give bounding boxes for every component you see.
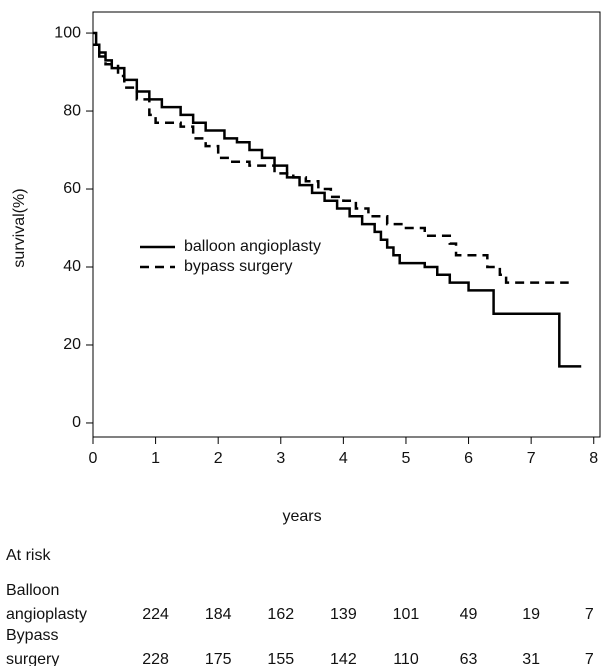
- at-risk-count: 175: [205, 651, 232, 666]
- x-tick-label: 7: [527, 450, 536, 467]
- at-risk-row-label: surgery: [6, 651, 59, 666]
- x-tick-label: 1: [151, 450, 160, 467]
- x-axis-label: years: [282, 508, 321, 525]
- plot-frame: [92, 11, 601, 438]
- y-tick-label: 0: [72, 414, 81, 431]
- legend-label: bypass surgery: [184, 258, 293, 275]
- x-tick-label: 4: [339, 450, 348, 467]
- at-risk-count: 63: [460, 651, 478, 666]
- at-risk-count: 19: [522, 606, 540, 623]
- x-tick-label: 0: [89, 450, 98, 467]
- legend-label: balloon angioplasty: [184, 238, 321, 255]
- y-tick-label: 100: [54, 24, 81, 41]
- y-tick-label: 20: [63, 336, 81, 353]
- y-tick-label: 60: [63, 180, 81, 197]
- at-risk-count: 101: [393, 606, 420, 623]
- at-risk-count: 110: [393, 651, 419, 666]
- at-risk-row-label: angioplasty: [6, 606, 87, 623]
- at-risk-count: 7: [585, 651, 594, 666]
- survival-curve: [93, 43, 569, 284]
- x-tick-label: 8: [589, 450, 598, 467]
- at-risk-count: 49: [460, 606, 478, 623]
- x-tick-label: 2: [214, 450, 223, 467]
- at-risk-count: 228: [142, 651, 169, 666]
- at-risk-count: 31: [522, 651, 540, 666]
- x-tick-label: 5: [402, 450, 411, 467]
- at-risk-count: 162: [267, 606, 294, 623]
- at-risk-count: 155: [267, 651, 294, 666]
- survival-curve: [93, 31, 582, 368]
- y-tick-label: 80: [63, 102, 81, 119]
- at-risk-title: At risk: [6, 547, 51, 564]
- at-risk-count: 139: [330, 606, 357, 623]
- at-risk-count: 224: [142, 606, 169, 623]
- x-tick-label: 3: [276, 450, 285, 467]
- at-risk-row-label: Bypass: [6, 627, 58, 644]
- y-axis-label: survival(%): [11, 188, 28, 267]
- at-risk-count: 7: [585, 606, 594, 623]
- at-risk-count: 184: [205, 606, 232, 623]
- y-tick-label: 40: [63, 258, 81, 275]
- at-risk-count: 142: [330, 651, 357, 666]
- x-tick-label: 6: [464, 450, 473, 467]
- at-risk-row-label: Balloon: [6, 582, 59, 599]
